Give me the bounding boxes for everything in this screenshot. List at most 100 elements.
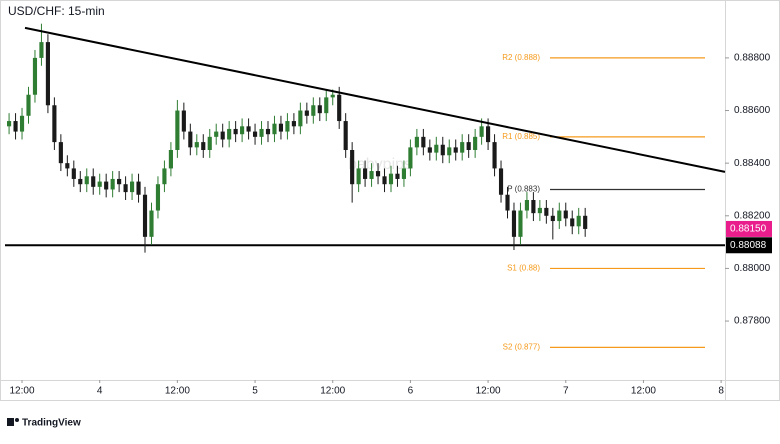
candle-body — [317, 105, 322, 114]
candle-body — [401, 168, 407, 179]
candle-body — [311, 105, 316, 116]
candle-body — [220, 131, 225, 140]
candle-body — [39, 42, 44, 58]
candle-body — [337, 94, 342, 122]
candle-body — [168, 150, 173, 169]
candle-body — [460, 142, 465, 153]
x-tick-label: 12:00 — [165, 386, 190, 397]
x-tick-label: 12:00 — [476, 386, 501, 397]
candle-body — [550, 215, 555, 222]
x-tick-label: 7 — [563, 386, 569, 397]
candle-body — [194, 142, 199, 148]
candle-body — [227, 128, 232, 140]
candle-body — [440, 144, 445, 156]
candle-body — [356, 168, 361, 185]
chart-frame — [0, 0, 780, 401]
candle-body — [123, 184, 128, 193]
candle-body — [466, 142, 471, 150]
candle-body — [233, 128, 238, 135]
candle-body — [71, 168, 76, 179]
candle-body — [453, 147, 458, 153]
candle-body — [557, 210, 562, 222]
chart-title: USD/CHF: 15-min — [8, 4, 105, 18]
candle-body — [324, 97, 329, 114]
candle-body — [97, 181, 102, 187]
candle-body — [110, 178, 115, 190]
candle-body — [330, 94, 335, 98]
candle-body — [291, 121, 296, 127]
candle-body — [129, 181, 135, 193]
candle-body — [175, 110, 180, 150]
candle-body — [246, 126, 251, 132]
candle-body — [421, 136, 426, 148]
candle-body — [188, 131, 193, 148]
support-tag — [726, 237, 772, 254]
candle-body — [201, 142, 206, 150]
x-tick-label: 12:00 — [10, 386, 35, 397]
candle-body — [343, 121, 348, 150]
candle-body — [537, 207, 542, 214]
y-tick-label: 0.88600 — [734, 105, 771, 116]
brand: TradingView — [7, 418, 81, 429]
x-tick-label: 4 — [97, 386, 103, 397]
candle-body — [142, 194, 148, 237]
candle-body — [511, 210, 517, 237]
last-price-tag — [726, 220, 772, 237]
plot-layer: 0.87800 0.88000 0.88200 0.88400 0.88600 0.888… — [5, 23, 772, 397]
candle-body — [272, 123, 277, 135]
candle-body — [414, 136, 419, 148]
candle-body — [91, 176, 96, 187]
candle-body — [207, 136, 212, 150]
candle-body — [563, 210, 568, 219]
candle-body — [32, 57, 38, 95]
x-tick-label: 12:00 — [320, 386, 345, 397]
candle-body — [19, 115, 25, 132]
candle-body — [265, 128, 271, 135]
candle-body — [363, 168, 368, 179]
candle-body — [78, 178, 83, 185]
candle-body — [104, 181, 109, 190]
candle-body — [117, 178, 122, 185]
candle-body — [479, 126, 484, 137]
candle-body — [26, 94, 31, 116]
candle-body — [52, 105, 57, 143]
candle-body — [304, 110, 309, 116]
candle-body — [58, 142, 63, 164]
candle-body — [395, 173, 400, 179]
candle-body — [583, 215, 588, 229]
candle-body — [492, 142, 497, 169]
candle-body — [518, 210, 523, 237]
brand-logo — [7, 418, 14, 426]
candle-body — [447, 147, 452, 156]
candle-body — [298, 110, 303, 127]
brand-logo-dot — [15, 418, 19, 422]
candle-body — [240, 126, 245, 135]
candle-body — [576, 215, 581, 227]
y-tick-label: 0.87800 — [734, 316, 771, 327]
brand-name: TradingView — [22, 418, 81, 429]
candle-body — [505, 194, 510, 211]
support-label: 0.88088 — [730, 240, 767, 251]
x-tick-label: 8 — [718, 386, 724, 397]
candle-body — [285, 121, 290, 132]
candle-body — [375, 171, 381, 177]
candle-body — [13, 121, 18, 132]
candle-body — [259, 128, 264, 137]
trendline — [24, 26, 726, 173]
candle-body — [214, 131, 219, 137]
y-tick-label: 0.88800 — [734, 53, 771, 64]
y-tick-label: 0.88200 — [734, 210, 771, 221]
candle-body — [252, 131, 258, 137]
candle-body — [570, 218, 575, 227]
candle-body — [162, 168, 167, 185]
candle-body — [498, 168, 504, 195]
candle-body — [350, 150, 355, 185]
pivot-label: S2 (0.877) — [503, 342, 541, 351]
x-tick-label: 12:00 — [631, 386, 656, 397]
candle-body — [65, 163, 70, 169]
x-tick-label: 5 — [252, 386, 258, 397]
candle-body — [473, 136, 478, 150]
candle-body — [486, 126, 491, 143]
candle-body — [531, 200, 536, 214]
